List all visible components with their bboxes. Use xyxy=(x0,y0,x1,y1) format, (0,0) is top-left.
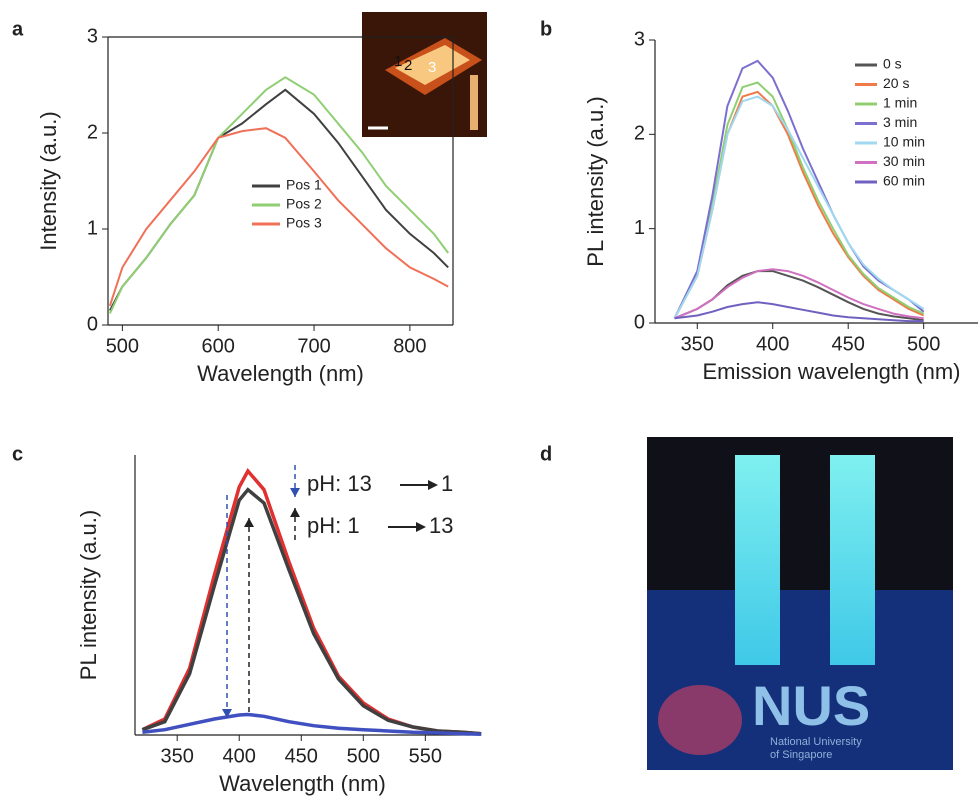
logo xyxy=(658,685,742,755)
y-axis-title: PL intensity (a.u.) xyxy=(76,510,101,680)
y-tick-label: 3 xyxy=(87,25,98,47)
series-line xyxy=(674,301,924,323)
x-tick-label: 700 xyxy=(297,335,330,357)
ph-arrow-head xyxy=(428,480,438,490)
series-line xyxy=(673,81,925,319)
annotation: pH: 1 xyxy=(307,513,360,538)
photo-text: National University xyxy=(770,736,862,748)
photo-text: of Singapore xyxy=(770,749,832,761)
series-line xyxy=(674,268,924,320)
legend-label: 1 min xyxy=(883,95,917,111)
x-tick-label: 350 xyxy=(160,745,193,767)
legend-arrow-head xyxy=(290,508,300,517)
inset-colorbar xyxy=(470,75,478,130)
panel-letter: b xyxy=(540,18,552,40)
series-line xyxy=(673,95,925,319)
y-tick-label: 2 xyxy=(87,121,98,143)
annotation: 13 xyxy=(429,513,453,538)
legend-label: 10 min xyxy=(883,134,925,150)
series-line xyxy=(673,59,925,319)
x-tick-label: 450 xyxy=(832,333,865,355)
ph-arrow-head xyxy=(416,522,426,532)
x-tick-label: 800 xyxy=(393,335,426,357)
y-tick-label: 3 xyxy=(634,28,645,50)
legend-label: Pos 1 xyxy=(286,177,322,193)
legend-label: 3 min xyxy=(883,114,917,130)
shift-arrow-head xyxy=(244,518,254,527)
x-tick-label: 500 xyxy=(347,745,380,767)
x-tick-label: 400 xyxy=(223,745,256,767)
legend-label: Pos 2 xyxy=(286,196,322,212)
series-line xyxy=(108,127,449,307)
x-tick-label: 500 xyxy=(907,333,940,355)
x-tick-label: 450 xyxy=(285,745,318,767)
x-tick-label: 600 xyxy=(202,335,235,357)
inset-label: 1 xyxy=(394,53,402,70)
inset-label: 3 xyxy=(428,59,436,76)
legend-label: 60 min xyxy=(883,173,925,189)
inset-flake-core xyxy=(395,45,470,85)
legend-label: 30 min xyxy=(883,153,925,169)
x-axis-title: Wavelength (nm) xyxy=(197,361,364,386)
legend-arrow-head xyxy=(290,488,300,497)
y-tick-label: 0 xyxy=(634,311,645,333)
cuvette xyxy=(830,455,875,665)
photo-text: NUS xyxy=(752,674,870,737)
series-line xyxy=(142,712,482,736)
legend-label: 0 s xyxy=(883,56,902,72)
legend-label: 20 s xyxy=(883,75,909,91)
series-line xyxy=(141,467,482,736)
x-tick-label: 400 xyxy=(756,333,789,355)
x-tick-label: 350 xyxy=(681,333,714,355)
y-axis-title: PL intensity (a.u.) xyxy=(583,96,608,266)
y-tick-label: 1 xyxy=(87,217,98,239)
panel-letter: d xyxy=(540,443,552,465)
y-tick-label: 1 xyxy=(634,217,645,239)
shift-arrow-head xyxy=(222,709,232,718)
x-tick-label: 550 xyxy=(409,745,442,767)
legend-label: Pos 3 xyxy=(286,215,322,231)
panel-letter: a xyxy=(12,18,24,40)
series-line xyxy=(108,76,449,314)
x-axis-title: Emission wavelength (nm) xyxy=(703,359,961,384)
annotation: pH: 13 xyxy=(307,471,372,496)
cuvette xyxy=(735,455,780,665)
series-line xyxy=(141,487,482,736)
annotation: 1 xyxy=(441,471,453,496)
x-axis-title: Wavelength (nm) xyxy=(219,771,386,796)
panel-letter: c xyxy=(12,443,23,465)
y-axis-title: Intensity (a.u.) xyxy=(36,111,61,250)
y-tick-label: 2 xyxy=(634,123,645,145)
x-tick-label: 500 xyxy=(106,335,139,357)
y-tick-label: 0 xyxy=(87,313,98,335)
inset-label: 2 xyxy=(404,57,412,74)
